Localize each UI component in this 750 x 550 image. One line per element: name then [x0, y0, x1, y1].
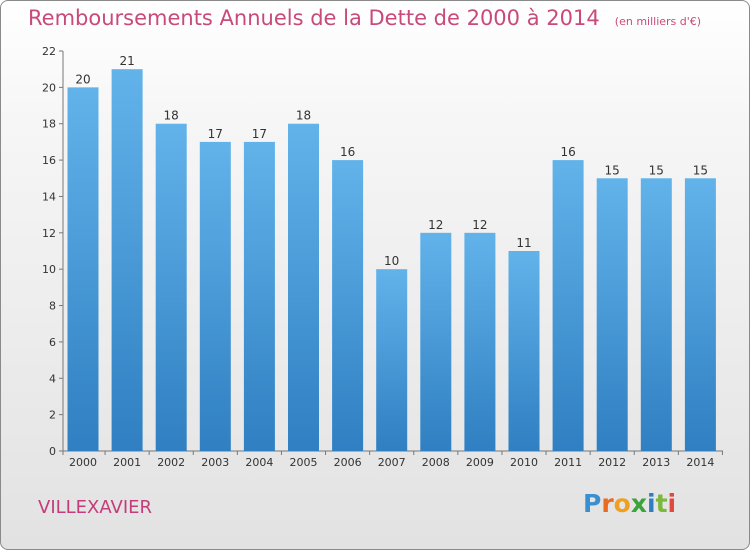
logo-letter: i: [667, 489, 677, 518]
data-label-2012: 15: [605, 163, 620, 177]
bar-2005: [288, 123, 319, 452]
bar-2002: [155, 123, 187, 452]
bar-2011: [552, 160, 584, 451]
data-label-2003: 17: [208, 127, 223, 141]
y-tick-label-12: 12: [42, 227, 56, 240]
data-label-2011: 16: [560, 145, 575, 159]
y-tick-label-4: 4: [49, 372, 56, 385]
x-tick-label-2000: 2000: [69, 456, 97, 469]
bar-2003: [199, 141, 231, 451]
logo-letter: P: [583, 489, 602, 518]
bar-2012: [596, 178, 628, 452]
x-tick-label-2005: 2005: [290, 456, 318, 469]
data-label-2007: 10: [384, 254, 399, 268]
x-tick-label-2011: 2011: [554, 456, 582, 469]
y-tick-label-14: 14: [42, 190, 56, 203]
data-label-2014: 15: [693, 163, 708, 177]
x-tick-label-2010: 2010: [510, 456, 538, 469]
bar-2004: [243, 141, 275, 451]
x-tick-label-2006: 2006: [334, 456, 362, 469]
y-tick-label-0: 0: [49, 445, 56, 458]
bar-2009: [464, 232, 496, 451]
chart-title: Remboursements Annuels de la Dette de 20…: [28, 6, 600, 30]
data-label-2010: 11: [516, 236, 531, 250]
logo-letter: i: [647, 489, 656, 518]
y-tick-label-10: 10: [42, 263, 56, 276]
title-row: Remboursements Annuels de la Dette de 20…: [28, 6, 701, 30]
bar-2000: [67, 87, 99, 451]
y-tick-label-22: 22: [42, 45, 56, 58]
bar-2006: [332, 160, 364, 451]
y-tick-label-2: 2: [49, 409, 56, 422]
x-tick-label-2012: 2012: [598, 456, 626, 469]
y-tick-label-6: 6: [49, 336, 56, 349]
x-tick-label-2014: 2014: [686, 456, 714, 469]
logo-letter: r: [601, 489, 614, 518]
bar-2010: [508, 251, 540, 451]
logo-letter: o: [613, 489, 631, 518]
x-tick-label-2002: 2002: [157, 456, 185, 469]
data-label-2004: 17: [252, 127, 267, 141]
data-label-2009: 12: [472, 218, 487, 232]
bar-2013: [640, 178, 672, 452]
town-name: VILLEXAVIER: [38, 497, 153, 518]
x-tick-label-2001: 2001: [113, 456, 141, 469]
unit-note: (en milliers d'€): [614, 15, 702, 28]
y-tick-label-16: 16: [42, 154, 56, 167]
bar-2001: [111, 69, 143, 451]
data-label-2006: 16: [340, 145, 355, 159]
x-tick-label-2009: 2009: [466, 456, 494, 469]
logo-letter: x: [630, 489, 647, 518]
x-tick-label-2013: 2013: [642, 456, 670, 469]
data-label-2000: 20: [75, 72, 90, 86]
x-tick-label-2003: 2003: [201, 456, 229, 469]
y-tick-label-20: 20: [42, 81, 56, 94]
data-label-2013: 15: [649, 163, 664, 177]
data-label-2001: 21: [119, 54, 134, 68]
data-label-2005: 18: [296, 109, 311, 123]
data-label-2008: 12: [428, 218, 443, 232]
bar-2008: [420, 232, 452, 451]
data-label-2002: 18: [164, 109, 179, 123]
x-tick-label-2007: 2007: [378, 456, 406, 469]
x-tick-label-2008: 2008: [422, 456, 450, 469]
proxiti-logo: Proxiti: [583, 489, 676, 518]
bar-2014: [684, 178, 716, 452]
y-tick-label-8: 8: [49, 300, 56, 313]
bar-2007: [376, 269, 408, 451]
logo-letter: t: [655, 489, 668, 518]
y-tick-label-18: 18: [42, 118, 56, 131]
x-tick-label-2004: 2004: [245, 456, 273, 469]
